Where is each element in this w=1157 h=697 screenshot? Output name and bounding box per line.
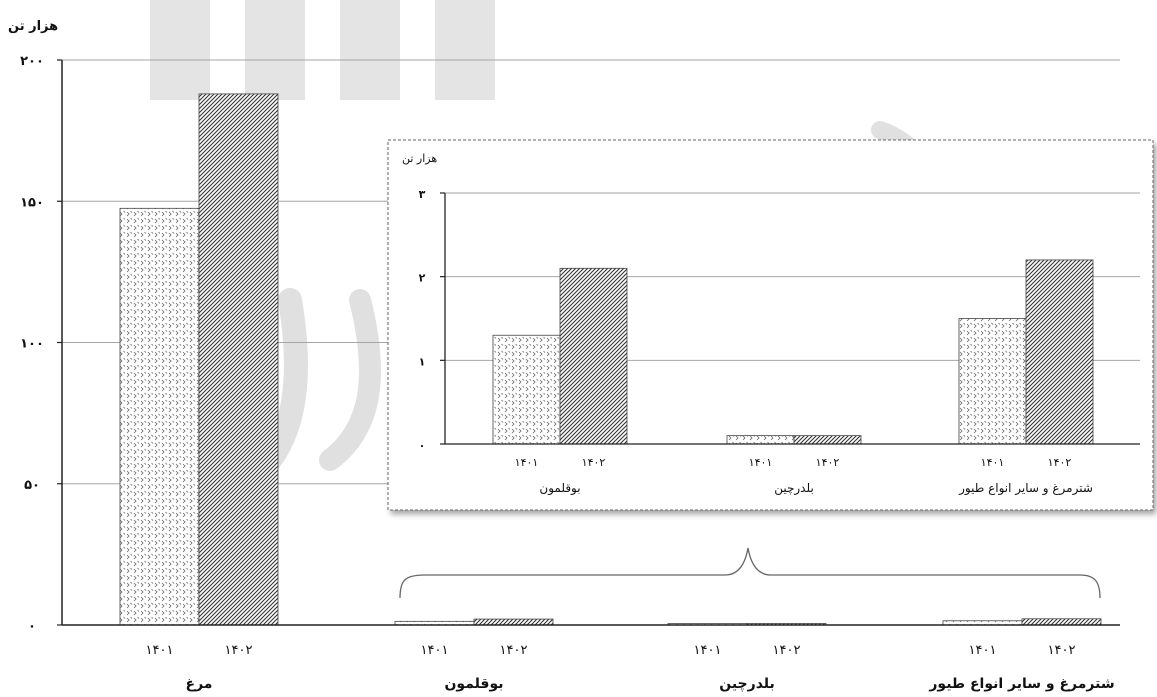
main-series-label: ۱۴۰۲ (500, 643, 528, 658)
inset-y-axis-label: هزار تن (402, 152, 437, 165)
inset-bar-series1 (492, 334, 561, 445)
main-series-label: ۱۴۰۱ (969, 643, 997, 658)
watermark-block (150, 0, 210, 100)
main-category-label: بوقلمون (444, 676, 503, 692)
main-y-tick-label: ۵۰ (24, 478, 40, 493)
inset-series-label: ۱۴۰۱ (749, 456, 773, 469)
inset-bar-series2 (559, 267, 628, 445)
main-y-tick-label: ۰ (28, 619, 36, 634)
main-series-label: ۱۴۰۲ (225, 643, 253, 658)
main-y-tick-label: ۱۵۰ (20, 195, 44, 210)
inset-bar-series2 (793, 435, 862, 445)
main-bar-series2 (198, 93, 279, 626)
main-series-label: ۱۴۰۱ (694, 643, 722, 658)
main-series-label: ۱۴۰۲ (1048, 643, 1076, 658)
main-series-label: ۱۴۰۱ (421, 643, 449, 658)
main-bar-series2 (1021, 618, 1102, 626)
inset-category-label: شترمرغ و سایر انواع طیور (958, 481, 1093, 496)
main-y-tick-label: ۱۰۰ (20, 337, 44, 352)
inset-category-label: بلدرچین (774, 481, 814, 496)
inset-bar-series1 (726, 435, 795, 445)
inset-y-tick-label: ۱ (419, 355, 426, 368)
main-x-labels: ۱۴۰۱ ۱۴۰۲ مرغ ۱۴۰۱ ۱۴۰۲ بوقلمون ۱۴۰۱ ۱۴۰۲ بلدرچی… (146, 643, 1115, 692)
main-bar-series1 (119, 207, 200, 626)
inset-category-label: بوقلمون (539, 481, 580, 496)
inset-series-label: ۱۴۰۲ (816, 456, 840, 469)
main-y-ticks: ۰ ۵۰ ۱۰۰ ۱۵۰ ۲۰۰ (20, 54, 62, 634)
main-category-label: شترمرغ و سایر انواع طیور (928, 676, 1114, 692)
inset-series-label: ۱۴۰۲ (1048, 456, 1072, 469)
main-bar-series2 (473, 618, 554, 626)
inset-bar-series1 (958, 318, 1027, 445)
main-series-label: ۱۴۰۲ (773, 643, 801, 658)
watermark-block (340, 0, 400, 100)
main-category-label: مرغ (186, 676, 213, 692)
inset-y-tick-label: ۰ (419, 439, 426, 452)
watermark-block (435, 0, 495, 100)
main-y-tick-label: ۲۰۰ (20, 54, 44, 69)
zoom-brace (399, 547, 1101, 599)
main-y-axis-label: هزار تن (8, 19, 58, 34)
main-category-label: بلدرچین (719, 676, 775, 692)
inset-bars (492, 259, 1094, 445)
inset-y-tick-label: ۲ (419, 272, 426, 285)
watermark-stroke (319, 289, 381, 471)
inset-series-label: ۱۴۰۲ (582, 456, 606, 469)
inset-y-tick-label: ۳ (419, 188, 426, 201)
watermark-block (245, 0, 305, 100)
inset-y-ticks: ۰ ۱ ۲ ۳ (419, 188, 445, 452)
watermark-stroke (258, 288, 308, 472)
inset-bar-series2 (1025, 259, 1094, 445)
inset-series-label: ۱۴۰۱ (981, 456, 1005, 469)
main-bars (119, 93, 1102, 626)
main-series-label: ۱۴۰۱ (146, 643, 174, 658)
inset-series-label: ۱۴۰۱ (515, 456, 539, 469)
